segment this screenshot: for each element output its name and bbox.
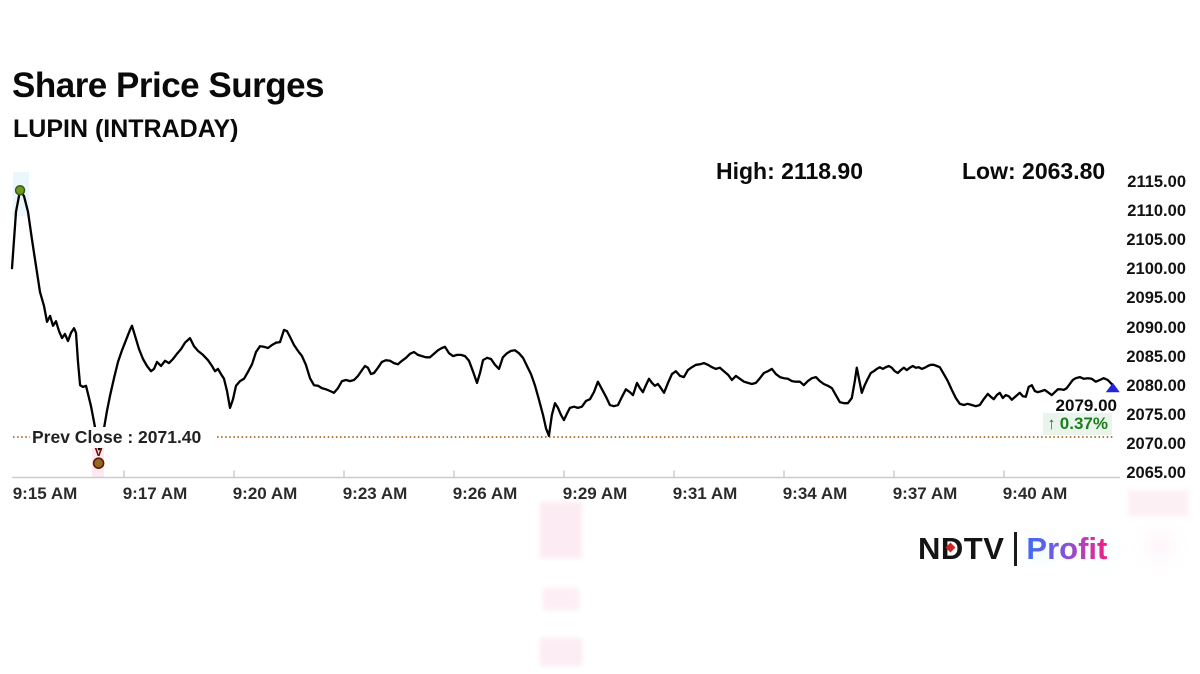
y-axis-tick-label: 2070.00 [1126,434,1186,453]
low-value-label: Low: 2063.80 [962,158,1106,184]
change-percent-value: 0.37% [1059,414,1108,433]
chart-subtitle: LUPIN (INTRADAY) [13,115,239,143]
y-axis-tick-label: 2065.00 [1126,464,1186,482]
up-arrow-icon: ↑ [1047,414,1056,433]
y-axis-tick-label: 2115.00 [1127,173,1186,191]
y-axis-tick-label: 2080.00 [1126,376,1186,395]
change-percent-badge: ↑ 0.37% [1043,413,1112,435]
change-percent-row: ↑ 0.37% [1018,413,1112,435]
x-axis-tick-label: 9:23 AM [342,484,408,503]
ndtv-logo-text: NDTV [918,531,1005,566]
x-axis-tick-label: 9:17 AM [122,484,188,503]
low-point-marker [92,457,105,469]
ndtv-profit-logo: NDTV Profit [918,531,1107,567]
profit-logo-text: Profit [1026,531,1108,566]
y-axis-tick-label: 2105.00 [1126,231,1186,250]
x-axis-tick-label: 9:34 AM [782,484,848,503]
last-price-marker [1105,382,1120,393]
x-axis-ticks [123,470,1005,478]
watermark-smudge [540,638,582,666]
high-point-marker [14,184,26,196]
y-axis-tick-label: 2085.00 [1126,347,1186,366]
page-title: Share Price Surges [12,66,325,105]
y-axis-tick-label: 2095.00 [1126,289,1186,308]
prev-close-label: Prev Close : 2071.40 [30,427,207,448]
x-axis-tick-label: 9:37 AM [892,484,958,503]
y-axis-tick-label: 2100.00 [1126,260,1186,279]
watermark-smudge [543,588,579,610]
logo-divider [1014,532,1018,566]
y-axis-tick-label: 2075.00 [1126,405,1186,424]
x-axis-tick-label: 9:40 AM [1002,484,1068,503]
x-axis-tick-label: 9:15 AM [12,484,78,503]
x-axis-tick-label: 9:29 AM [562,484,628,503]
last-price-label: 2079.00 [1055,396,1117,415]
high-value-label: High: 2118.90 [716,158,864,184]
watermark-smudge [1128,490,1188,516]
x-axis-tick-label: 9:31 AM [672,484,738,503]
low-arrow-glyph: V [94,444,103,459]
y-axis-tick-label: 2090.00 [1126,318,1186,337]
x-axis-tick-label: 9:26 AM [452,484,518,503]
watermark-smudge [540,502,582,558]
logo-glow [1010,524,1200,576]
y-axis-tick-label: 2110.00 [1127,202,1186,221]
x-axis-tick-label: 9:20 AM [232,484,298,503]
price-line [10,189,1114,451]
